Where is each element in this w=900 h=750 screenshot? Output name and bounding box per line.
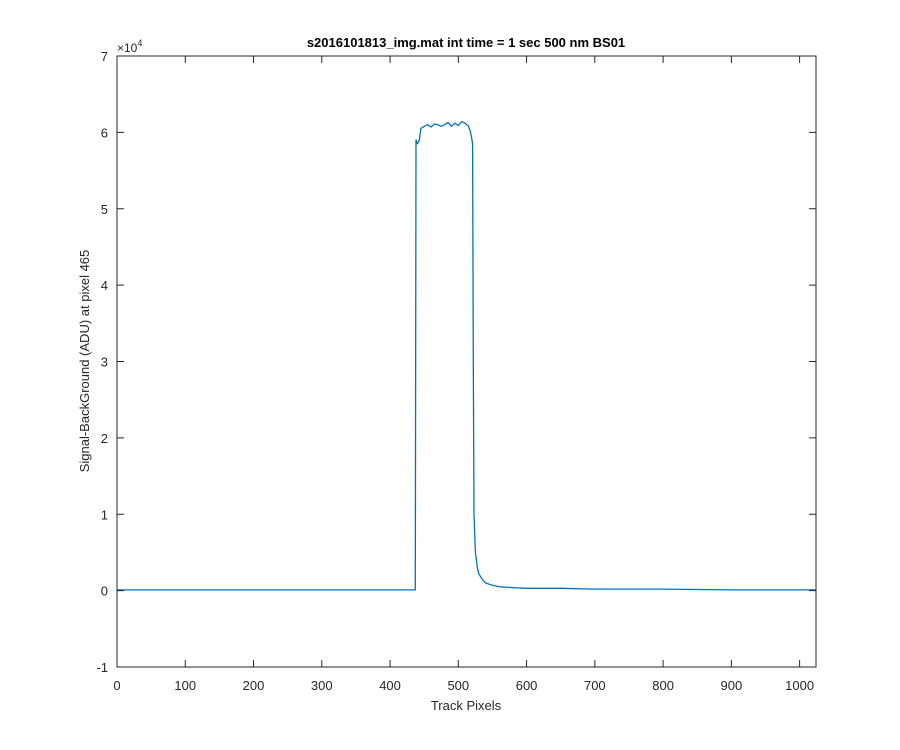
x-axis-label: Track Pixels bbox=[431, 698, 502, 713]
y-exponent-label: ×104 bbox=[117, 38, 142, 55]
x-tick-label: 800 bbox=[652, 678, 674, 693]
y-exponent-power: 4 bbox=[137, 38, 142, 48]
x-tick-label: 700 bbox=[584, 678, 606, 693]
chart-title: s2016101813_img.mat int time = 1 sec 500… bbox=[307, 35, 625, 50]
y-axis: -1 0 1 2 3 4 5 6 7 bbox=[96, 49, 816, 675]
series-line bbox=[117, 121, 816, 591]
y-tick-label: 7 bbox=[101, 49, 108, 64]
y-tick-label: 2 bbox=[101, 431, 108, 446]
series-layer bbox=[117, 121, 816, 591]
x-tick-label: 200 bbox=[243, 678, 265, 693]
x-tick-label: 0 bbox=[113, 678, 120, 693]
y-exponent-base: ×10 bbox=[117, 41, 138, 55]
x-tick-label: 900 bbox=[721, 678, 743, 693]
y-axis-label: Signal-BackGround (ADU) at pixel 465 bbox=[77, 250, 92, 473]
x-tick-label: 600 bbox=[516, 678, 538, 693]
y-tick-label: 0 bbox=[101, 584, 108, 599]
x-tick-label: 400 bbox=[379, 678, 401, 693]
x-tick-label: 500 bbox=[447, 678, 469, 693]
y-tick-label: 5 bbox=[101, 202, 108, 217]
x-tick-label: 100 bbox=[174, 678, 196, 693]
x-tick-label: 1000 bbox=[785, 678, 814, 693]
y-tick-label: 4 bbox=[101, 278, 108, 293]
x-tick-label: 300 bbox=[311, 678, 333, 693]
y-tick-label: 6 bbox=[101, 125, 108, 140]
y-tick-label: -1 bbox=[96, 660, 108, 675]
y-tick-label: 3 bbox=[101, 355, 108, 370]
plot-area bbox=[117, 56, 816, 667]
x-axis: 0 100 200 300 400 500 600 700 800 900 1000 bbox=[113, 56, 814, 693]
y-tick-label: 1 bbox=[101, 507, 108, 522]
